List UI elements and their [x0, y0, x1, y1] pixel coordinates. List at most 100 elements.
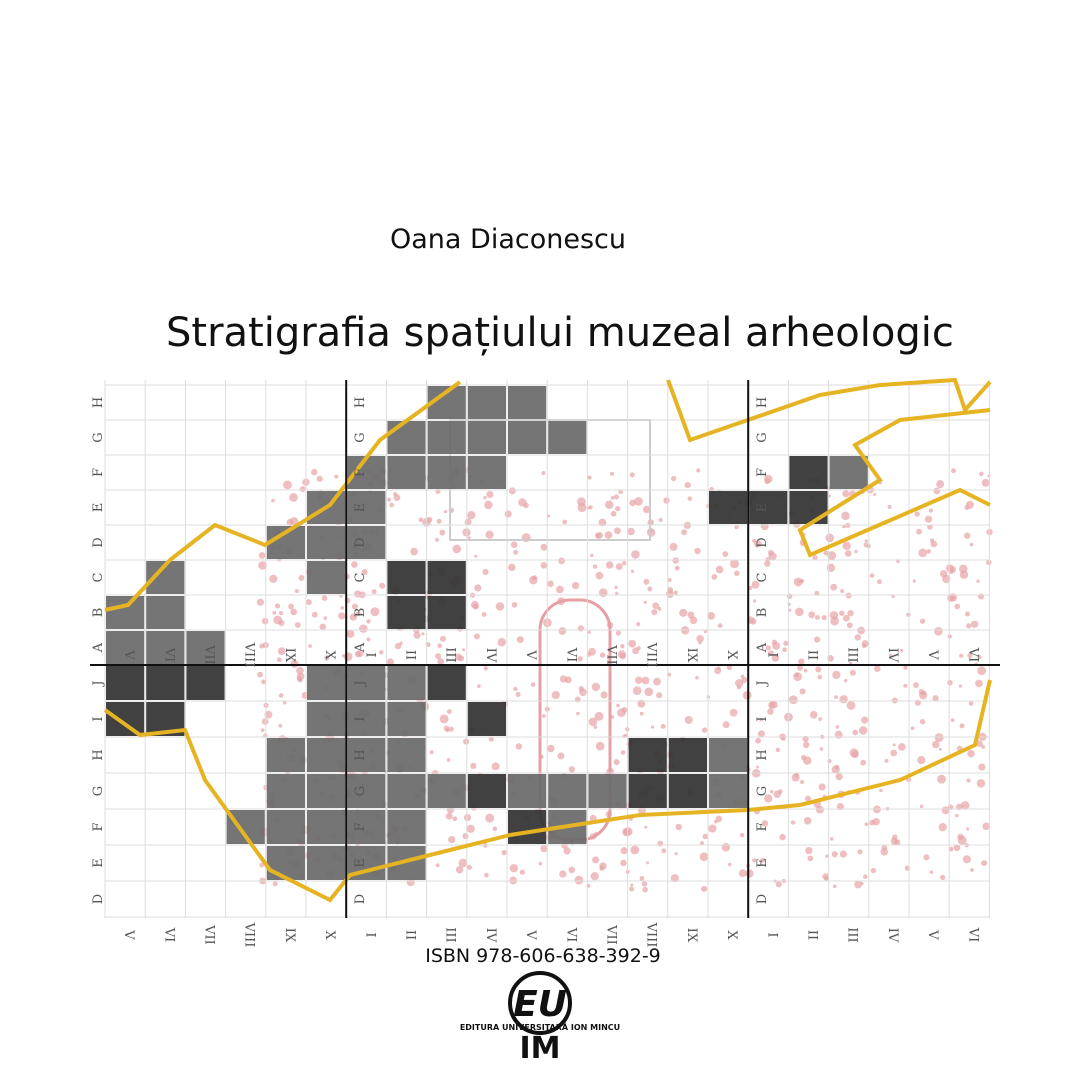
- row-label: E: [353, 858, 368, 868]
- plan-dot: [452, 816, 458, 822]
- plan-dot: [815, 666, 822, 673]
- plan-dot: [299, 486, 306, 493]
- logo-top: EU: [513, 984, 567, 1025]
- plan-dot: [413, 631, 421, 639]
- plan-dot: [435, 653, 442, 660]
- grid-square: [186, 631, 225, 664]
- plan-dot: [523, 502, 529, 509]
- plan-dot: [515, 691, 521, 697]
- plan-dot: [467, 511, 476, 520]
- plan-dot: [824, 875, 830, 881]
- plan-dot: [826, 563, 836, 572]
- plan-dot: [722, 551, 729, 558]
- plan-dot: [702, 833, 708, 840]
- plan-dot: [658, 518, 663, 523]
- plan-dot: [835, 725, 839, 729]
- plan-dot: [587, 630, 591, 634]
- plan-dot: [835, 773, 843, 781]
- plan-dot: [752, 858, 757, 863]
- plan-dot: [739, 833, 745, 838]
- plan-dot: [727, 862, 732, 867]
- row-label: D: [353, 894, 368, 904]
- plan-dot: [482, 568, 489, 575]
- plan-dot: [870, 867, 877, 874]
- plan-dot: [484, 500, 493, 510]
- plan-dot: [978, 593, 985, 600]
- plan-dot: [844, 550, 852, 557]
- grid-square: [307, 561, 346, 594]
- plan-dot: [563, 847, 571, 855]
- plan-dot: [914, 511, 920, 517]
- plan-dot: [557, 752, 565, 760]
- row-label: A: [353, 642, 368, 653]
- plan-dot: [854, 634, 862, 641]
- grid-square: [789, 456, 828, 489]
- plan-dot: [970, 620, 979, 628]
- plan-dot: [477, 684, 481, 688]
- plan-dot: [667, 578, 672, 583]
- plan-dot: [696, 468, 701, 473]
- plan-dot: [684, 482, 691, 489]
- plan-dot: [849, 669, 856, 676]
- row-label: F: [91, 468, 106, 477]
- plan-dot: [492, 826, 498, 832]
- plan-dot: [530, 682, 536, 687]
- plan-dot: [620, 750, 626, 755]
- column-label: I: [764, 932, 779, 937]
- plan-dot: [616, 703, 620, 708]
- plan-dot: [576, 497, 586, 507]
- plan-dot: [448, 726, 454, 732]
- plan-dot: [764, 478, 771, 485]
- plan-dot: [504, 510, 512, 518]
- plan-dot: [981, 744, 986, 749]
- row-label: C: [755, 572, 770, 582]
- plan-dot: [551, 690, 560, 700]
- plan-dot: [646, 861, 650, 865]
- plan-dot: [418, 517, 424, 523]
- plan-dot: [632, 686, 642, 696]
- plan-dot: [379, 582, 386, 589]
- grid-square: [427, 596, 466, 629]
- plan-dot: [966, 623, 972, 629]
- plan-dot: [779, 833, 786, 841]
- plan-dot: [701, 727, 708, 733]
- plan-dot: [598, 588, 608, 598]
- plan-dot: [788, 608, 792, 612]
- plan-dot: [454, 653, 462, 661]
- plan-dot: [515, 743, 523, 750]
- plan-dot: [959, 723, 965, 729]
- plan-dot: [767, 708, 774, 715]
- grid-square: [508, 774, 547, 808]
- plan-dot: [599, 652, 606, 658]
- plan-dot: [596, 531, 604, 539]
- grid-square: [387, 702, 426, 736]
- plan-dot: [562, 519, 568, 525]
- plan-dot: [689, 616, 698, 625]
- plan-dot: [272, 881, 278, 887]
- row-label: G: [755, 786, 770, 796]
- plan-dot: [934, 733, 944, 743]
- plan-dot: [538, 861, 543, 866]
- plan-dot: [338, 612, 346, 620]
- row-label: D: [91, 894, 106, 904]
- column-label: IX: [282, 928, 297, 943]
- plan-dot: [351, 603, 358, 610]
- plan-dot: [446, 758, 451, 762]
- row-label: A: [91, 642, 106, 653]
- plan-dot: [540, 562, 548, 569]
- plan-dot: [613, 759, 620, 766]
- column-label: I: [764, 652, 779, 657]
- plan-dot: [462, 738, 470, 745]
- plan-dot: [639, 876, 645, 881]
- plan-dot: [615, 630, 621, 636]
- plan-dot: [305, 599, 312, 606]
- column-label: IV: [483, 928, 498, 943]
- plan-dot: [970, 868, 974, 872]
- plan-dot: [595, 571, 604, 580]
- plan-dot: [661, 848, 667, 854]
- plan-dot: [839, 695, 848, 704]
- plan-dot: [579, 688, 587, 697]
- column-label: VII: [202, 644, 217, 665]
- plan-dot: [379, 650, 384, 655]
- plan-dot: [977, 666, 987, 676]
